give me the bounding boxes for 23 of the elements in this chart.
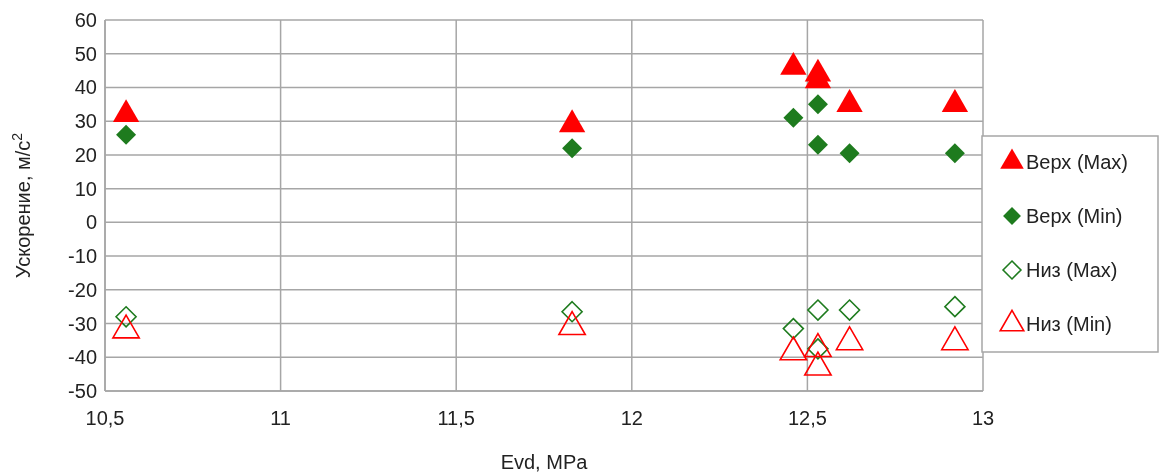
x-tick-label: 12: [620, 407, 643, 429]
y-tick-label: -50: [68, 380, 97, 402]
y-tick-label: -20: [68, 278, 97, 301]
y-tick-label: 0: [85, 211, 97, 234]
legend-label: Низ (Min): [1026, 313, 1112, 335]
x-tick-label: 11,5: [437, 407, 475, 429]
y-tick-label: 20: [74, 143, 97, 166]
x-tick-label: 13: [971, 407, 995, 429]
y-tick-label: 40: [74, 76, 97, 99]
y-tick-label: -40: [68, 346, 97, 369]
x-tick-label: 11: [270, 407, 291, 429]
y-tick-label: -10: [68, 245, 97, 268]
legend-label: Верх (Max): [1026, 151, 1129, 173]
y-tick-label: 10: [74, 177, 97, 200]
x-tick-label: 10,5: [85, 407, 125, 429]
y-tick-label: 30: [74, 110, 97, 133]
y-tick-label: -30: [68, 312, 97, 335]
legend-label: Верх (Min): [1026, 205, 1123, 227]
legend-label: Низ (Max): [1026, 259, 1118, 281]
y-tick-label: 50: [74, 42, 97, 65]
x-tick-label: 12,5: [787, 407, 827, 429]
y-tick-label: 60: [74, 9, 97, 31]
x-axis-title: Evd, MPa: [500, 451, 589, 473]
